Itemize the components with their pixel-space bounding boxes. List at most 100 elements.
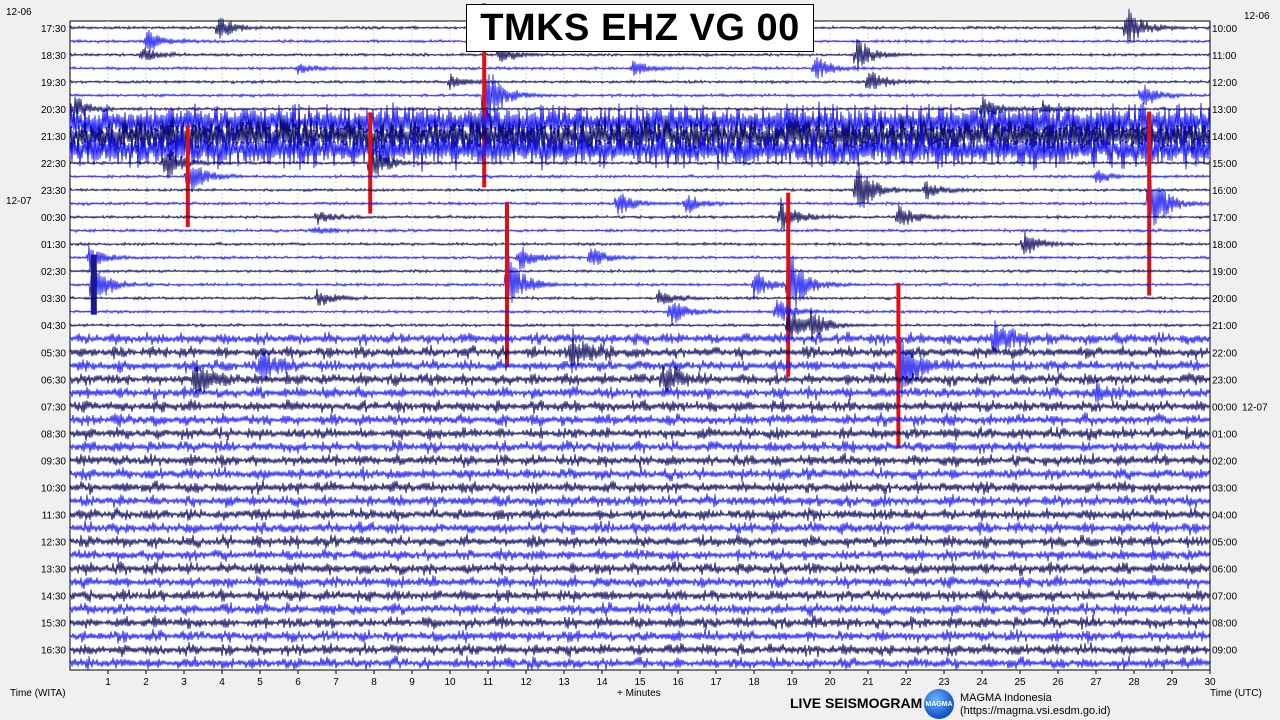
left-hour-label: 11:30 xyxy=(42,511,67,522)
right-hour-label: 00:00 xyxy=(1212,402,1237,413)
left-hour-label: 07:30 xyxy=(41,402,66,413)
left-hour-label: 23:30 xyxy=(41,186,66,197)
right-hour-label: 22:00 xyxy=(1212,348,1237,359)
right-hour-label: 13:00 xyxy=(1212,105,1237,116)
x-tick-label: 20 xyxy=(824,677,836,688)
left-hour-label: 14:30 xyxy=(41,592,66,603)
trace-row xyxy=(69,560,1211,577)
right-hour-label: 08:00 xyxy=(1212,619,1237,630)
left-hour-label: 10:30 xyxy=(41,483,66,494)
x-tick-label: 3 xyxy=(181,677,187,688)
trace-row xyxy=(69,231,1211,255)
left-axis-label: Time (WITA) xyxy=(10,688,66,699)
trace-row xyxy=(69,533,1211,550)
trace-row xyxy=(69,479,1211,496)
left-axis: 17:30 18:30 19:30 20:30 21:30 22:30 23:30 00:30… xyxy=(6,7,66,657)
trace-row xyxy=(69,601,1211,618)
x-tick-label: 8 xyxy=(371,677,377,688)
trace-row xyxy=(69,179,1211,226)
right-hour-label: 10:00 xyxy=(1212,24,1237,35)
right-hour-label: 05:00 xyxy=(1212,538,1237,549)
trace-row xyxy=(69,101,1211,145)
x-tick-label: 1 xyxy=(105,677,111,688)
x-tick-label: 25 xyxy=(1014,677,1026,688)
clipped-event-marker xyxy=(185,125,190,228)
trace-row xyxy=(69,163,1211,208)
left-hour-label: 15:30 xyxy=(41,619,66,630)
x-tick-label: 16 xyxy=(672,677,684,688)
trace-row xyxy=(69,245,1211,271)
trace-row xyxy=(69,425,1211,441)
right-hour-label: 12:00 xyxy=(1212,78,1237,89)
trace-row xyxy=(69,167,1211,194)
clipped-event-marker xyxy=(505,201,509,368)
trace-row xyxy=(69,520,1211,536)
trace-row xyxy=(69,587,1211,604)
right-hour-label: 15:00 xyxy=(1212,159,1237,170)
trace-row xyxy=(69,328,1211,374)
left-date-label: 12-07 xyxy=(6,196,32,207)
right-hour-label: 02:00 xyxy=(1212,456,1237,467)
trace-row xyxy=(69,288,1211,306)
trace-row xyxy=(69,146,1211,178)
right-hour-label: 14:00 xyxy=(1212,132,1237,143)
trace-row xyxy=(69,642,1211,658)
left-hour-label: 00:30 xyxy=(41,213,66,224)
right-hour-label: 06:00 xyxy=(1212,565,1237,576)
right-hour-label: 21:00 xyxy=(1212,321,1237,332)
right-hour-label: 01:00 xyxy=(1212,429,1237,440)
magma-logo-icon: MAGMA xyxy=(924,689,954,719)
trace-row xyxy=(69,614,1211,631)
x-tick-label: 24 xyxy=(976,677,988,688)
right-hour-label: 17:00 xyxy=(1212,213,1237,224)
right-date-label: 12-07 xyxy=(1242,402,1268,413)
trace-row xyxy=(69,398,1211,415)
right-hour-label: 19:00 xyxy=(1212,267,1237,278)
trace-row xyxy=(69,333,1211,400)
left-hour-label: 20:30 xyxy=(41,105,66,116)
left-hour-label: 02:30 xyxy=(41,267,66,278)
right-date-label: 12-06 xyxy=(1244,11,1270,22)
x-tick-label: 18 xyxy=(748,677,760,688)
x-tick-label: 12 xyxy=(520,677,532,688)
x-tick-label: 30 xyxy=(1204,677,1216,688)
left-hour-label: 04:30 xyxy=(41,321,66,332)
trace-row xyxy=(69,56,1211,80)
x-tick-label: 14 xyxy=(596,677,608,688)
trace-row xyxy=(69,655,1211,671)
left-hour-label: 19:30 xyxy=(41,78,66,89)
signal-block-marker xyxy=(90,254,97,315)
x-tick-label: 23 xyxy=(938,677,950,688)
left-hour-label: 18:30 xyxy=(41,51,66,62)
left-hour-label: 22:30 xyxy=(41,159,66,170)
right-axis: 10:00 11:00 12:00 13:00 14:00 15:00 16:00 17:00… xyxy=(1212,11,1270,657)
trace-row xyxy=(69,452,1211,469)
x-tick-label: 15 xyxy=(634,677,646,688)
right-hour-label: 20:00 xyxy=(1212,294,1237,305)
x-tick-label: 4 xyxy=(219,677,225,688)
clipped-event-marker xyxy=(896,282,901,449)
right-hour-label: 23:00 xyxy=(1212,375,1237,386)
trace-row xyxy=(69,71,1211,90)
x-tick-label: 11 xyxy=(483,677,494,688)
trace-row xyxy=(69,268,1211,274)
x-tick-label: 13 xyxy=(558,677,570,688)
left-hour-label: 03:30 xyxy=(41,294,66,305)
right-axis-label: Time (UTC) xyxy=(1210,688,1262,699)
clipped-event-marker xyxy=(368,112,373,214)
trace-row xyxy=(69,307,1211,341)
x-axis-label: + Minutes xyxy=(617,688,661,699)
left-hour-label: 05:30 xyxy=(41,348,66,359)
clipped-event-marker xyxy=(1147,111,1152,296)
left-hour-label: 17:30 xyxy=(41,24,66,35)
left-hour-label: 01:30 xyxy=(41,240,66,251)
left-hour-label: 06:30 xyxy=(41,375,66,386)
trace-row xyxy=(69,574,1211,590)
trace-row xyxy=(69,96,1211,123)
left-hour-label: 09:30 xyxy=(41,456,66,467)
x-tick-label: 5 xyxy=(257,677,263,688)
trace-row xyxy=(69,438,1211,455)
left-hour-label: 08:30 xyxy=(41,429,66,440)
x-axis: 1 2 3 4 5 6 7 8 9 10 11 12 13 14 15 16 17 18 19 20 21 22 23 24 2… xyxy=(105,670,1216,688)
